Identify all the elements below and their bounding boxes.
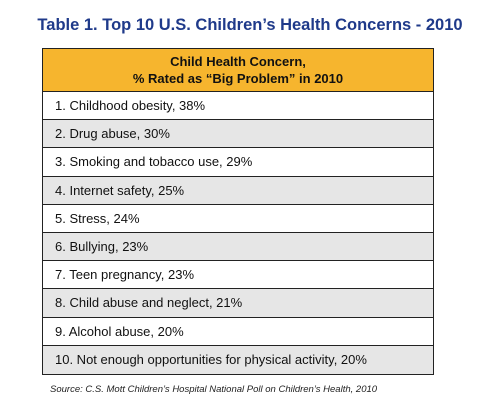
table-row: 3. Smoking and tobacco use, 29% [43,148,433,177]
table-row: 2. Drug abuse, 30% [43,120,433,149]
table-header: Child Health Concern, % Rated as “Big Pr… [43,49,433,92]
table-row: 9. Alcohol abuse, 20% [43,317,433,346]
header-line-1: Child Health Concern, [170,54,306,69]
table-row: 6. Bullying, 23% [43,232,433,262]
table-row: 10. Not enough opportunities for physica… [43,345,433,374]
table-row: 7. Teen pregnancy, 23% [43,261,433,290]
table-row: 1. Childhood obesity, 38% [43,92,433,121]
table-row: 4. Internet safety, 25% [43,176,433,205]
health-concerns-table: Child Health Concern, % Rated as “Big Pr… [42,48,434,375]
source-note: Source: C.S. Mott Children’s Hospital Na… [50,384,378,395]
header-line-2: % Rated as “Big Problem” in 2010 [132,71,344,86]
table-title: Table 1. Top 10 U.S. Children’s Health C… [37,16,463,34]
table-row: 8. Child abuse and neglect, 21% [43,289,433,318]
table-row: 5. Stress, 24% [43,204,433,233]
